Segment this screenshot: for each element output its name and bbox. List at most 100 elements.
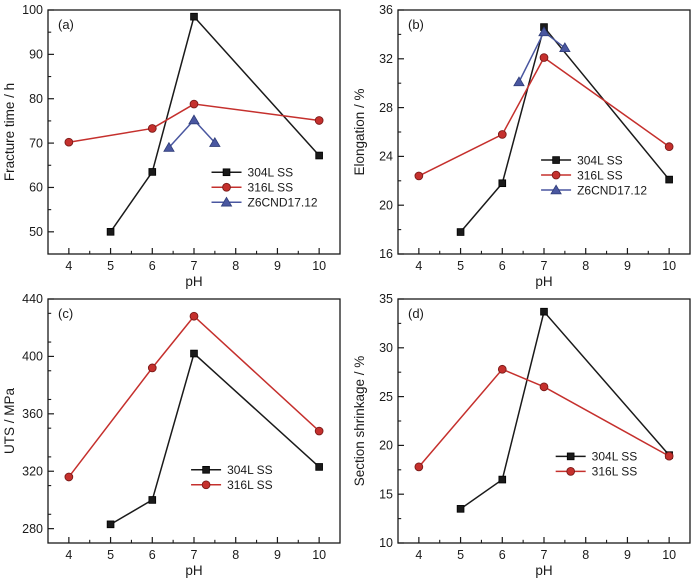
panel-label: (d)	[408, 306, 424, 321]
series-316l-ss	[414, 364, 674, 472]
data-point-marker-circle	[147, 124, 157, 133]
chart-svg: 4 5 6 7 8 9 10 280 320 360 400 440 pH UTS / MPa (c) 304…	[2, 292, 341, 578]
y-tick-label: 320	[22, 464, 43, 478]
data-point-marker-square	[106, 520, 115, 529]
series-line	[68, 103, 320, 143]
x-axis-label: pH	[535, 563, 552, 578]
series-304l-ss	[106, 12, 323, 236]
panel-label: (b)	[408, 17, 424, 32]
x-tick-label: 4	[65, 259, 72, 273]
x-tick-label: 7	[541, 548, 548, 562]
y-tick-label: 25	[379, 390, 393, 404]
y-tick-label: 36	[379, 3, 393, 17]
legend-entry: 316L SS	[555, 465, 637, 479]
series-line	[460, 25, 670, 233]
data-point-marker-triangle	[513, 76, 525, 87]
data-point-marker-circle	[64, 472, 74, 482]
y-axis-label: Section shrinkage / %	[352, 356, 367, 487]
legend-entry: 304L SS	[191, 463, 273, 477]
x-tick-label: 8	[232, 548, 239, 562]
y-tick-label: 32	[379, 52, 393, 66]
y-tick-label: 24	[379, 150, 393, 164]
x-tick-label: 4	[65, 548, 72, 562]
legend-entry: 304L SS	[555, 450, 637, 464]
y-tick-label: 70	[29, 136, 43, 150]
legend-label: 304L SS	[248, 166, 294, 180]
y-tick-label: 360	[22, 407, 43, 421]
data-point-marker-circle	[147, 363, 157, 373]
y-tick-label: 400	[22, 350, 43, 364]
legend-label: 316L SS	[248, 181, 294, 195]
legend-label: Z6CND17.12	[248, 196, 318, 210]
panel-label: (c)	[58, 306, 73, 321]
data-point-marker-circle	[539, 382, 549, 392]
y-tick-label: 30	[379, 341, 393, 355]
y-tick-label: 16	[379, 247, 393, 261]
data-point-marker-circle	[539, 53, 549, 62]
plot-frame	[397, 9, 691, 255]
legend-label: 316L SS	[577, 168, 623, 182]
x-tick-label: 10	[662, 548, 676, 562]
legend-label: 304L SS	[577, 153, 623, 167]
panel-c-uts-chart: 4 5 6 7 8 9 10 280 320 360 400 440 pH UTS / MPa (c) 304…	[0, 289, 350, 578]
data-point-marker-circle	[314, 116, 324, 125]
y-tick-label: 28	[379, 101, 393, 115]
legend-marker	[222, 168, 231, 177]
y-tick-label: 280	[22, 522, 43, 536]
x-tick-label: 9	[274, 259, 281, 273]
y-axis-label: UTS / MPa	[2, 388, 17, 455]
x-tick-label: 9	[274, 548, 281, 562]
series-line	[418, 56, 670, 177]
x-tick-label: 8	[232, 259, 239, 273]
series-304l-ss	[456, 23, 673, 236]
data-point-marker-circle	[664, 142, 674, 151]
data-point-marker-square	[665, 175, 673, 184]
legend-marker	[566, 467, 576, 476]
y-tick-label: 20	[379, 439, 393, 453]
data-point-marker-square	[190, 349, 198, 358]
x-tick-label: 6	[499, 548, 506, 562]
x-tick-label: 7	[191, 259, 198, 273]
series-316l-ss	[414, 53, 674, 181]
data-point-marker-square	[148, 168, 157, 176]
data-point-marker-circle	[664, 451, 674, 461]
data-point-marker-square	[456, 505, 465, 513]
data-point-marker-triangle	[163, 141, 175, 152]
legend-entry: 304L SS	[211, 166, 294, 180]
plot-frame	[397, 298, 691, 544]
legend-entry: 316L SS	[191, 478, 273, 492]
series-line	[110, 352, 320, 525]
data-point-marker-square	[540, 307, 548, 316]
series-line	[68, 315, 320, 478]
y-axis-label: Fracture time / h	[2, 83, 17, 181]
data-point-marker-square	[456, 228, 465, 236]
y-tick-label: 90	[29, 48, 43, 62]
x-tick-label: 6	[149, 548, 156, 562]
x-tick-label: 8	[582, 548, 589, 562]
x-axis-label: pH	[535, 274, 552, 289]
x-tick-label: 5	[457, 259, 464, 273]
x-tick-label: 5	[457, 548, 464, 562]
x-tick-label: 10	[662, 259, 676, 273]
x-tick-label: 4	[415, 548, 422, 562]
data-point-marker-square	[190, 12, 198, 21]
legend-entry: 316L SS	[211, 181, 294, 195]
data-point-marker-square	[315, 463, 323, 471]
series-line	[418, 368, 670, 468]
data-point-marker-circle	[189, 99, 199, 109]
plot-frame	[47, 298, 341, 544]
x-tick-label: 8	[582, 259, 589, 273]
data-point-marker-square	[315, 151, 323, 160]
legend-entry: Z6CND17.12	[541, 183, 647, 197]
panel-b-elongation-chart: 4 5 6 7 8 9 10 16 20 24 28 32 36 pH Elongation / % (b) 3…	[350, 0, 700, 289]
x-tick-label: 7	[191, 548, 198, 562]
legend-label: Z6CND17.12	[577, 183, 647, 197]
x-tick-label: 10	[312, 548, 326, 562]
x-axis-label: pH	[185, 274, 202, 289]
data-point-marker-circle	[64, 137, 74, 147]
y-axis-label: Elongation / %	[352, 88, 367, 175]
